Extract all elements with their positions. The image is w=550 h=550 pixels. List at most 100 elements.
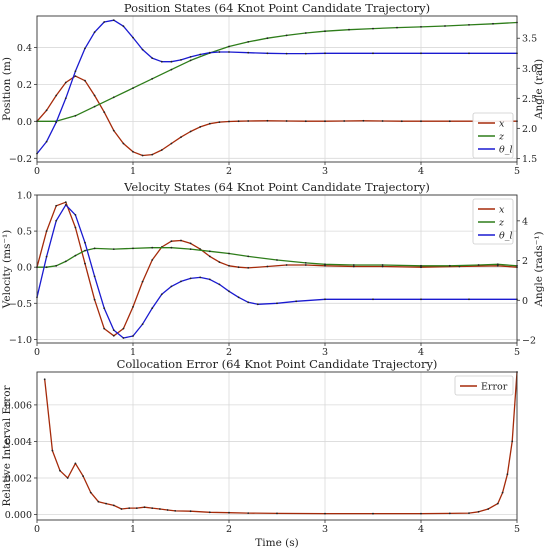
x-tick-label: 2 [226,347,232,358]
data-point [170,240,173,243]
data-point [132,335,134,337]
data-point [324,120,326,123]
legend-label-1: z [498,218,505,229]
position-states-panel: Position States (64 Knot Point Candidate… [1,1,545,177]
data-point [324,263,326,266]
collocation-error-panel: Collocation Error (64 Knot Point Candida… [1,357,520,549]
data-point [247,51,250,54]
series-line-0 [36,201,518,337]
data-point [189,56,192,58]
data-point [112,19,115,22]
y-axis-label: Velocity (ms⁻¹) [1,230,13,310]
data-point [420,298,422,301]
velocity-states-panel: Velocity States (64 Knot Point Candidate… [1,180,545,358]
data-point [208,250,211,253]
data-point [199,53,202,56]
data-point [93,31,96,34]
data-point [180,136,182,139]
data-point [496,263,499,266]
data-point [93,105,96,108]
data-point [285,34,288,37]
data-point [247,512,250,514]
data-point [396,26,398,29]
data-point [324,298,326,301]
data-point [477,264,480,266]
legend: xz θ_l [472,198,514,245]
data-point [160,60,163,63]
data-point [74,70,77,73]
legend: xz θ_l [472,112,514,159]
data-point [45,109,48,112]
data-point [122,142,125,145]
data-point [103,327,106,330]
x-tick-label: 5 [514,166,520,177]
x-tick-label: 0 [34,347,40,358]
data-point [55,94,58,97]
data-point [400,120,403,123]
x-tick-label: 1 [130,347,136,358]
data-point [84,249,86,252]
x-tick-label: 3 [322,166,328,177]
data-point [372,27,374,30]
data-point [55,121,58,124]
data-point [45,140,48,143]
data-point [420,266,422,269]
data-point [448,264,451,267]
data-point [151,259,154,261]
data-point [55,204,58,207]
data-point [141,154,144,157]
y-axis-label: Position (m) [1,57,13,121]
data-point [103,111,106,113]
data-point [97,500,100,503]
data-point [159,508,161,510]
data-point [324,52,326,55]
x-tick-label: 4 [418,166,424,177]
data-point [112,504,115,507]
data-point [348,28,350,31]
data-point [468,512,470,514]
data-point [93,275,96,278]
data-point [420,512,422,515]
data-point [112,96,115,99]
data-point [141,323,144,325]
data-point [237,296,240,299]
y-tick-label: 0.006 [5,400,32,411]
data-point [381,120,384,122]
series-line-1 [37,247,518,268]
y-right-tick-label: 2.5 [522,94,537,105]
data-point [496,264,499,267]
data-point [304,264,307,266]
data-point [84,262,86,265]
data-point [448,120,451,123]
data-point [199,126,202,128]
data-point [381,265,384,268]
data-point [420,26,422,28]
data-point [228,290,230,293]
x-tick-label: 5 [514,347,520,358]
data-point [84,79,86,82]
data-point [285,264,288,266]
chart-title: Position States (64 Knot Point Candidate… [124,1,430,15]
data-point [51,449,54,452]
data-point [74,75,77,77]
y-tick-label: 0.5 [17,227,32,238]
data-point [208,122,211,125]
data-point [372,52,374,55]
data-point [324,512,326,515]
y-tick-label: 0.4 [17,43,32,54]
data-point [247,41,250,43]
data-point [180,280,182,283]
data-point [170,246,173,249]
data-point [59,469,61,472]
data-point [266,37,269,40]
legend-box [454,375,514,396]
data-point [228,120,230,123]
data-point [74,214,77,216]
data-point [82,475,84,477]
data-point [93,94,96,97]
data-point [304,52,307,55]
y-right-tick-label: 2.0 [522,124,537,135]
series-line-1 [37,21,518,122]
legend-label-2: θ_l [499,231,513,242]
